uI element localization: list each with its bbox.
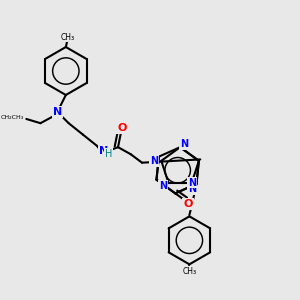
Text: N: N [188, 178, 196, 188]
Text: CH₂CH₃: CH₂CH₃ [0, 115, 23, 120]
Text: CH₃: CH₃ [60, 33, 74, 42]
Text: N: N [99, 146, 109, 156]
Text: N: N [53, 107, 62, 117]
Text: N: N [150, 156, 158, 166]
Text: N: N [180, 140, 188, 149]
Text: N: N [159, 181, 167, 191]
Text: H: H [105, 149, 112, 159]
Text: O: O [118, 123, 127, 133]
Text: CH₃: CH₃ [182, 267, 197, 276]
Text: O: O [183, 199, 193, 209]
Text: N: N [188, 184, 196, 194]
